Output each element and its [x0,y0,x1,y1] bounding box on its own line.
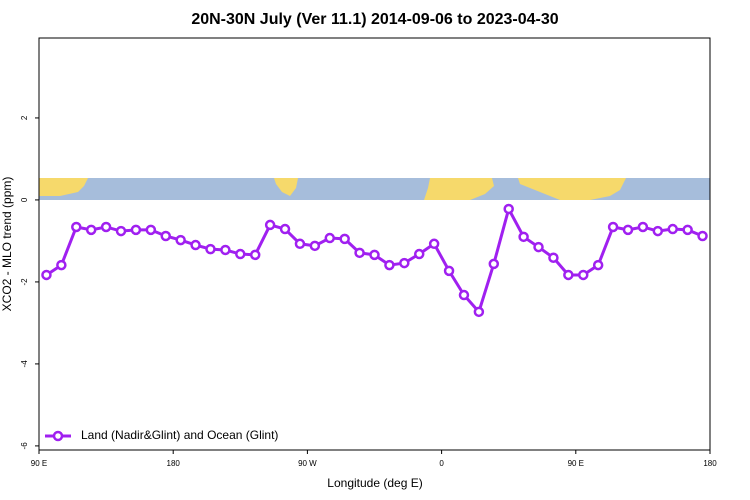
point [130,224,142,236]
point [324,232,336,244]
point [264,219,276,231]
point [458,289,470,301]
point [145,224,157,236]
x-tick-label: 90 E [31,459,47,468]
point [473,306,485,318]
x-tick-label: 90 W [298,459,317,468]
y-tick-label: 2 [20,115,29,120]
point [578,269,589,281]
point [339,233,350,245]
y-tick-label: -4 [20,360,29,368]
point [205,243,216,255]
point [652,225,664,237]
point [637,221,649,233]
point [443,265,455,277]
point [413,248,425,260]
point [384,259,395,271]
point [607,221,619,233]
point [279,223,291,235]
point [428,238,440,250]
point [160,230,171,242]
x-tick-label: 180 [167,459,181,468]
point [294,238,306,250]
point [115,225,127,237]
point [309,240,321,252]
point [41,269,52,281]
point [220,244,231,256]
point [533,241,544,253]
point [354,247,365,259]
series-line [45,204,704,315]
point [100,221,112,233]
x-tick-label: 180 [703,459,717,468]
plot-frame [38,37,711,451]
x-axis-label: Longitude (deg E) [327,476,422,490]
point [667,223,678,235]
point [548,252,559,263]
point [518,231,529,243]
chart-title: 20N-30N July (Ver 11.1) 2014-09-06 to 20… [191,11,558,28]
point [56,259,67,271]
point [190,239,201,251]
point [503,203,514,215]
point [85,224,97,236]
point [175,234,186,246]
point [369,249,380,261]
legend-label: Land (Nadir&Glint) and Ocean (Glint) [81,428,278,442]
point [592,259,604,271]
x-tick-label: 0 [439,459,444,468]
point [622,224,634,236]
point [71,221,82,233]
point [235,248,246,260]
y-tick-label: 0 [20,197,29,202]
point [563,269,574,281]
point [697,230,708,242]
y-tick-label: -2 [20,278,29,286]
x-tick-label: 90 E [568,459,584,468]
point [249,249,261,261]
legend-marker [52,430,64,442]
point [682,224,693,236]
point [399,257,410,269]
point [488,258,500,270]
map-strip [39,178,710,200]
y-tick-label: -6 [20,442,29,450]
y-axis-label: XCO2 - MLO trend (ppm) [0,177,14,312]
